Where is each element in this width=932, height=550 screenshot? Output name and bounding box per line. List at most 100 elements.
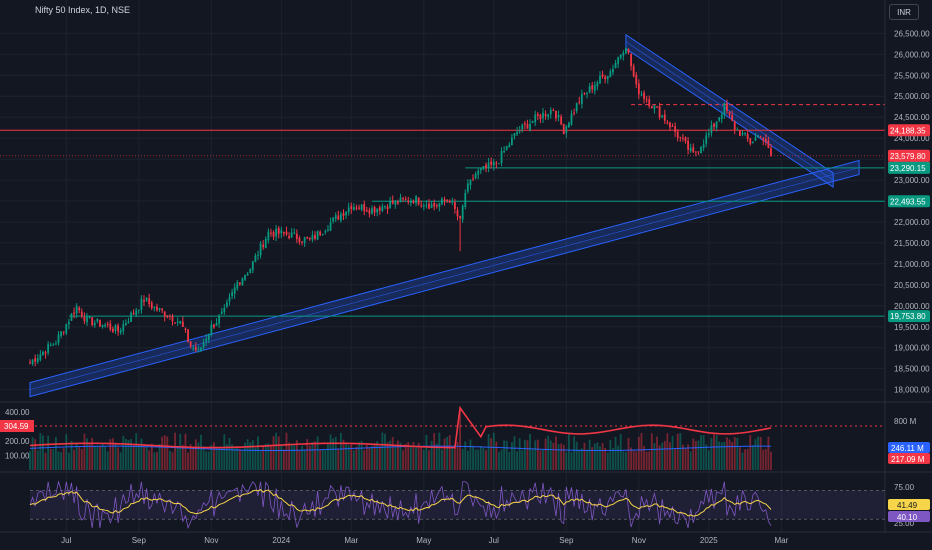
volume-bar xyxy=(210,445,213,470)
volume-bar xyxy=(415,447,417,470)
price-tick-label: 21,000.00 xyxy=(894,260,930,269)
volume-bar xyxy=(663,440,666,470)
volume-bar xyxy=(622,451,625,470)
volume-bar xyxy=(60,452,62,470)
candle-body xyxy=(627,49,630,53)
volume-bar xyxy=(352,450,355,470)
volume-bar xyxy=(498,452,500,470)
volume-bar xyxy=(422,449,425,470)
volume-bar xyxy=(179,433,182,470)
volume-bar xyxy=(122,435,125,470)
currency-button[interactable]: INR xyxy=(889,4,919,20)
candle-body xyxy=(464,193,467,207)
price-tick-label: 26,000.00 xyxy=(894,50,930,59)
volume-bar xyxy=(529,434,531,470)
candle-body xyxy=(648,99,651,107)
chart-title: Nifty 50 Index, 1D, NSE xyxy=(35,5,131,15)
volume-bar xyxy=(91,437,94,470)
volume-bar xyxy=(705,444,708,470)
candle-body xyxy=(365,210,368,212)
candle-body xyxy=(137,309,140,311)
candle-body xyxy=(650,106,653,109)
volume-bar xyxy=(575,441,578,470)
candle-body xyxy=(697,151,700,153)
time-tick-label: Sep xyxy=(132,536,147,545)
volume-bar xyxy=(438,432,441,470)
volume-bar xyxy=(435,443,438,470)
volume-bar xyxy=(694,441,697,470)
volume-bar xyxy=(184,433,187,470)
candle-body xyxy=(171,315,174,322)
rsi-value-tag xyxy=(888,511,930,522)
candle-body xyxy=(270,232,272,234)
volume-bar xyxy=(679,433,682,470)
candle-body xyxy=(477,170,480,175)
price-tick-label: 20,500.00 xyxy=(894,281,930,290)
volume-bar xyxy=(31,437,34,470)
volume-bar xyxy=(283,449,285,470)
candle-body xyxy=(213,324,215,328)
price-tick-label: 18,000.00 xyxy=(894,386,930,395)
candle-body xyxy=(399,197,402,203)
candle-body xyxy=(150,302,153,309)
volume-bar xyxy=(586,449,588,470)
volume-bar xyxy=(293,445,296,470)
candle-body xyxy=(599,75,601,84)
volume-bar xyxy=(516,451,518,470)
volume-bar xyxy=(609,439,612,470)
price-tick-label: 25,000.00 xyxy=(894,92,930,101)
volume-bar xyxy=(479,446,482,470)
volume-bar xyxy=(47,435,50,470)
rsi-tick-label: 25.00 xyxy=(894,519,915,528)
candle-body xyxy=(205,338,208,342)
volume-bar xyxy=(181,444,184,470)
volume-bar xyxy=(213,442,215,470)
candle-body xyxy=(124,323,127,326)
candle-body xyxy=(718,117,721,121)
candle-body xyxy=(207,334,210,340)
candle-body xyxy=(373,207,376,213)
candle-body xyxy=(363,204,366,212)
candle-body xyxy=(130,312,132,322)
volume-bar xyxy=(119,452,122,470)
candle-body xyxy=(593,85,596,91)
candle-body xyxy=(163,311,166,317)
candle-body xyxy=(246,273,249,276)
price-tick-label: 24,500.00 xyxy=(894,113,930,122)
candle-body xyxy=(759,136,762,138)
volume-bar xyxy=(337,448,340,470)
rsi-value-tag-text: 40.10 xyxy=(897,513,918,522)
candle-body xyxy=(751,141,754,144)
volume-bar xyxy=(397,440,399,470)
price-label-text: 23,579.80 xyxy=(890,152,926,161)
candle-body xyxy=(428,203,430,209)
candle-body xyxy=(275,228,278,237)
volume-bar xyxy=(404,443,407,470)
volume-bar xyxy=(671,435,674,470)
volume-bar xyxy=(759,436,762,470)
candle-body xyxy=(153,306,156,308)
volume-bar xyxy=(355,447,358,470)
rsi-value-tag-text: 41.49 xyxy=(897,501,918,510)
volume-bar xyxy=(731,442,734,470)
volume-bar xyxy=(386,442,389,470)
candle-body xyxy=(223,307,226,313)
volume-bar xyxy=(568,432,570,470)
volume-bar xyxy=(246,439,249,470)
candle-body xyxy=(122,324,125,332)
volume-bar xyxy=(601,443,604,470)
candle-body xyxy=(259,243,262,256)
volume-bar xyxy=(55,436,57,470)
volume-bar xyxy=(106,451,109,470)
candle-body xyxy=(324,231,327,233)
candle-body xyxy=(264,238,267,249)
volume-bar xyxy=(350,444,353,470)
candle-body xyxy=(653,105,656,110)
candle-body xyxy=(176,321,179,323)
volume-bar xyxy=(619,433,622,470)
candle-body xyxy=(658,106,661,118)
candle-body xyxy=(456,210,459,217)
candle-body xyxy=(495,163,498,165)
volume-bar xyxy=(635,451,638,470)
